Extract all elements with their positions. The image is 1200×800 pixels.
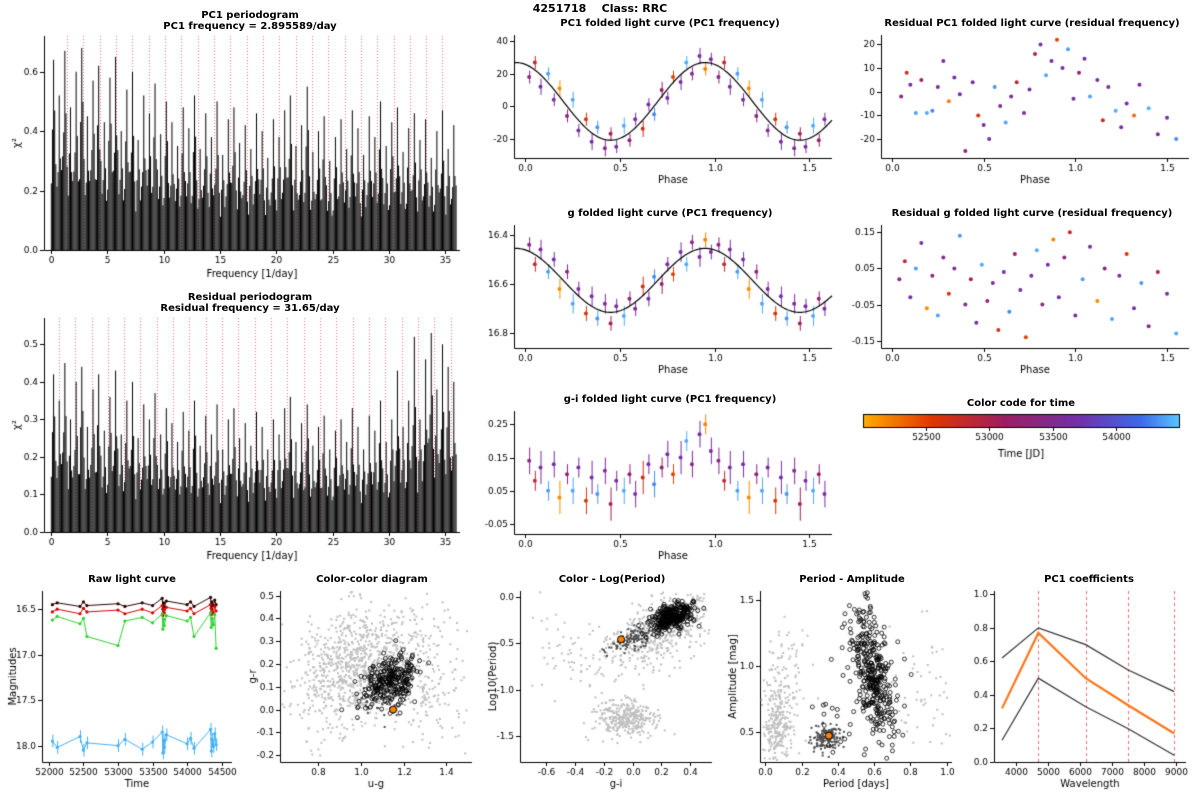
residual-periodogram-subtitle: Residual frequency = 31.65/day [160,303,340,314]
colorbar-gradient [845,410,1197,470]
residual-g-folded-title: Residual g folded light curve (residual … [891,208,1173,219]
panel-color-logperiod: Color - Log(Period) [484,574,718,794]
panel-residual-g-folded: Residual g folded light curve (residual … [845,208,1197,380]
panel-pc1-periodogram: PC1 periodogram PC1 frequency = 2.895589… [8,10,470,282]
residual-g-folded-plot [845,220,1197,376]
panel-color-color: Color-color diagram [244,574,478,794]
g-folded-plot [478,220,840,376]
panel-period-amplitude: Period - Amplitude [724,574,958,794]
color-logperiod-title: Color - Log(Period) [558,574,666,585]
raw-light-curve-title: Raw light curve [88,574,176,585]
panel-residual-pc1-folded: Residual PC1 folded light curve (residua… [845,18,1197,190]
residual-periodogram-plot [8,314,470,562]
pc1-periodogram-subtitle: PC1 frequency = 2.895589/day [163,21,337,32]
period-amplitude-title: Period - Amplitude [799,574,905,585]
residual-periodogram-title: Residual periodogram [187,292,313,303]
pc1-periodogram-plot [8,32,470,280]
color-color-title: Color-color diagram [316,574,428,585]
pc1-folded-title: PC1 folded light curve (PC1 frequency) [560,18,780,29]
pc1-coefficients-plot [962,586,1194,790]
panel-gi-folded: g-i folded light curve (PC1 frequency) [478,394,840,566]
panel-g-folded: g folded light curve (PC1 frequency) [478,208,840,380]
page-title: 4251718 Class: RRC [532,2,668,15]
color-logperiod-plot [484,586,718,790]
panel-colorbar: Color code for time [845,398,1197,476]
colorbar-title: Color code for time [966,398,1076,409]
g-folded-title: g folded light curve (PC1 frequency) [567,208,773,219]
pc1-folded-plot [478,30,840,186]
residual-pc1-folded-title: Residual PC1 folded light curve (residua… [884,18,1180,29]
period-amplitude-plot [724,586,958,790]
color-color-plot [244,586,478,790]
pc1-coefficients-title: PC1 coefficients [1044,574,1134,585]
raw-light-curve-plot [4,586,238,790]
panel-raw-light-curve: Raw light curve [4,574,238,794]
panel-pc1-coefficients: PC1 coefficients [962,574,1194,794]
gi-folded-plot [478,406,840,562]
pc1-periodogram-title: PC1 periodogram [201,10,299,21]
panel-pc1-folded: PC1 folded light curve (PC1 frequency) [478,18,840,190]
residual-pc1-folded-plot [845,30,1197,186]
panel-residual-periodogram: Residual periodogram Residual frequency … [8,292,470,564]
gi-folded-title: g-i folded light curve (PC1 frequency) [563,394,777,405]
